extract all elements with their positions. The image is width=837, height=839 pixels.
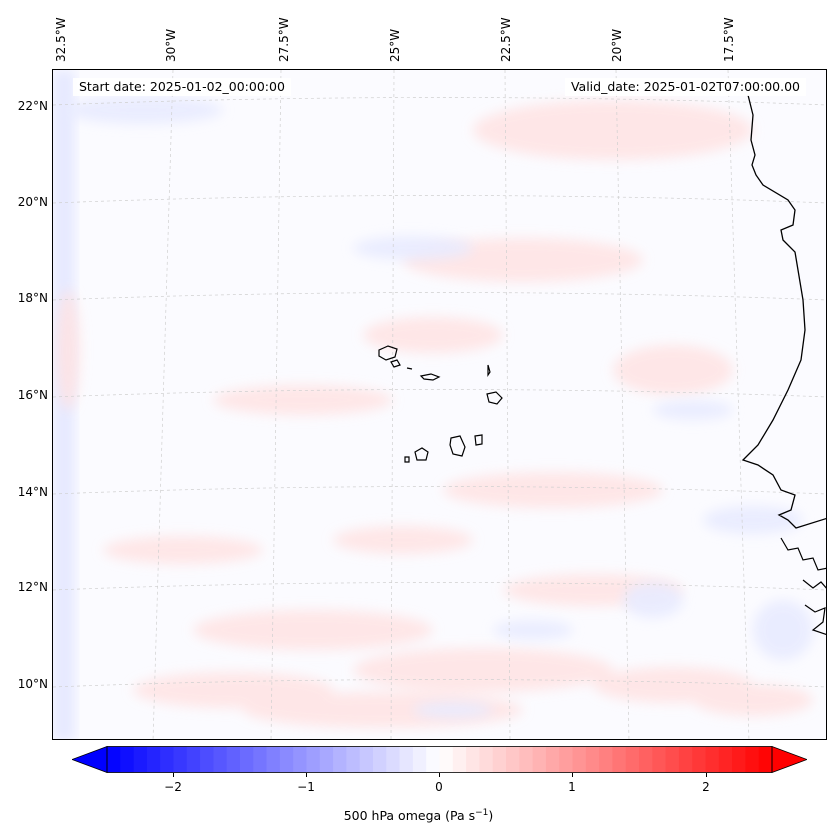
graticule bbox=[53, 70, 826, 739]
west-africa-coastline bbox=[741, 94, 826, 529]
colorbar-label-exponent: −1 bbox=[475, 808, 489, 818]
lon-label-17-5w: 17.5°W bbox=[722, 17, 736, 62]
colorbar-label: 500 hPa omega (Pa s−1) bbox=[0, 808, 837, 823]
colorbar-block bbox=[146, 746, 161, 773]
colorbar-block bbox=[519, 746, 534, 773]
colorbar-block bbox=[585, 746, 600, 773]
guinea-coast bbox=[780, 537, 826, 635]
colorbar-block bbox=[200, 746, 214, 773]
colorbar-label-end: ) bbox=[488, 808, 494, 824]
colorbar-block bbox=[718, 746, 733, 773]
colorbar-block bbox=[665, 746, 680, 773]
valid-date-label: Valid_date: 2025-01-02T07:00:00.00 bbox=[564, 78, 806, 96]
colorbar bbox=[72, 746, 807, 773]
cbar-tickmark bbox=[173, 773, 174, 777]
lon-label-30w: 30°W bbox=[164, 28, 178, 62]
lat-label-10n: 10°N bbox=[17, 677, 48, 691]
cbar-tickmark bbox=[572, 773, 573, 777]
cape-verde-islands bbox=[378, 345, 503, 463]
lon-label-32-5w: 32.5°W bbox=[54, 17, 68, 62]
colorbar-block bbox=[732, 746, 746, 773]
lon-label-27-5w: 27.5°W bbox=[277, 17, 291, 62]
colorbar-block bbox=[572, 746, 587, 773]
colorbar-block bbox=[506, 746, 520, 773]
colorbar-block bbox=[226, 746, 241, 773]
colorbar-block bbox=[240, 746, 254, 773]
lat-label-18n: 18°N bbox=[17, 291, 48, 305]
colorbar-block bbox=[279, 746, 294, 773]
colorbar-block bbox=[293, 746, 308, 773]
colorbar-block bbox=[452, 746, 467, 773]
colorbar-block bbox=[266, 746, 281, 773]
colorbar-block bbox=[399, 746, 414, 773]
colorbar-block bbox=[412, 746, 427, 773]
colorbar-block bbox=[253, 746, 268, 773]
colorbar-block bbox=[758, 746, 773, 773]
cbar-tick-label-minus-2: −2 bbox=[164, 780, 182, 794]
colorbar-block bbox=[346, 746, 361, 773]
colorbar-block bbox=[492, 746, 507, 773]
colorbar-block bbox=[120, 746, 135, 773]
cbar-tickmark bbox=[439, 773, 440, 777]
colorbar-block bbox=[426, 746, 441, 773]
colorbar-block bbox=[213, 746, 228, 773]
colorbar-block bbox=[373, 746, 387, 773]
colorbar-block bbox=[612, 746, 627, 773]
colorbar-block bbox=[639, 746, 653, 773]
colorbar-block bbox=[745, 746, 760, 773]
colorbar-label-main: 500 hPa omega (Pa s bbox=[343, 808, 476, 824]
colorbar-block bbox=[133, 746, 148, 773]
omega-field bbox=[53, 70, 826, 739]
colorbar-block bbox=[466, 746, 480, 773]
lon-label-25w: 25°W bbox=[388, 28, 402, 62]
cbar-tickmark bbox=[706, 773, 707, 777]
lat-label-22n: 22°N bbox=[17, 99, 48, 113]
lat-label-20n: 20°N bbox=[17, 195, 48, 209]
colorbar-block bbox=[173, 746, 188, 773]
colorbar-block bbox=[359, 746, 374, 773]
cbar-tick-label-0: 0 bbox=[435, 780, 443, 794]
colorbar-block bbox=[678, 746, 693, 773]
colorbar-block bbox=[625, 746, 640, 773]
lon-label-22-5w: 22.5°W bbox=[499, 17, 513, 62]
colorbar-block bbox=[532, 746, 547, 773]
lat-label-14n: 14°N bbox=[17, 485, 48, 499]
colorbar-min-arrow bbox=[72, 746, 108, 773]
lat-label-16n: 16°N bbox=[17, 388, 48, 402]
colorbar-block bbox=[705, 746, 720, 773]
lat-label-12n: 12°N bbox=[17, 580, 48, 594]
colorbar-block bbox=[599, 746, 613, 773]
cbar-tick-label-2: 2 bbox=[702, 780, 710, 794]
colorbar-block bbox=[652, 746, 667, 773]
colorbar-block bbox=[386, 746, 401, 773]
colorbar-block bbox=[107, 746, 121, 773]
lon-label-20w: 20°W bbox=[610, 28, 624, 62]
colorbar-block bbox=[306, 746, 321, 773]
colorbar-block bbox=[692, 746, 707, 773]
omega-negative-patches bbox=[63, 96, 813, 718]
colorbar-block bbox=[559, 746, 574, 773]
map-panel[interactable]: Start date: 2025-01-02_00:00:00 Valid_da… bbox=[52, 69, 827, 740]
colorbar-blocks bbox=[107, 746, 773, 773]
colorbar-block bbox=[319, 746, 334, 773]
start-date-label: Start date: 2025-01-02_00:00:00 bbox=[73, 78, 291, 96]
colorbar-block bbox=[545, 746, 560, 773]
colorbar-block bbox=[439, 746, 454, 773]
cbar-tickmark bbox=[306, 773, 307, 777]
colorbar-block bbox=[186, 746, 201, 773]
colorbar-block bbox=[160, 746, 175, 773]
omega-positive-patches bbox=[56, 100, 813, 728]
colorbar-frame bbox=[106, 746, 773, 773]
colorbar-block bbox=[479, 746, 494, 773]
colorbar-block bbox=[333, 746, 347, 773]
colorbar-max-arrow bbox=[771, 746, 807, 773]
cbar-tick-label-minus-1: −1 bbox=[297, 780, 315, 794]
cbar-tick-label-1: 1 bbox=[568, 780, 576, 794]
